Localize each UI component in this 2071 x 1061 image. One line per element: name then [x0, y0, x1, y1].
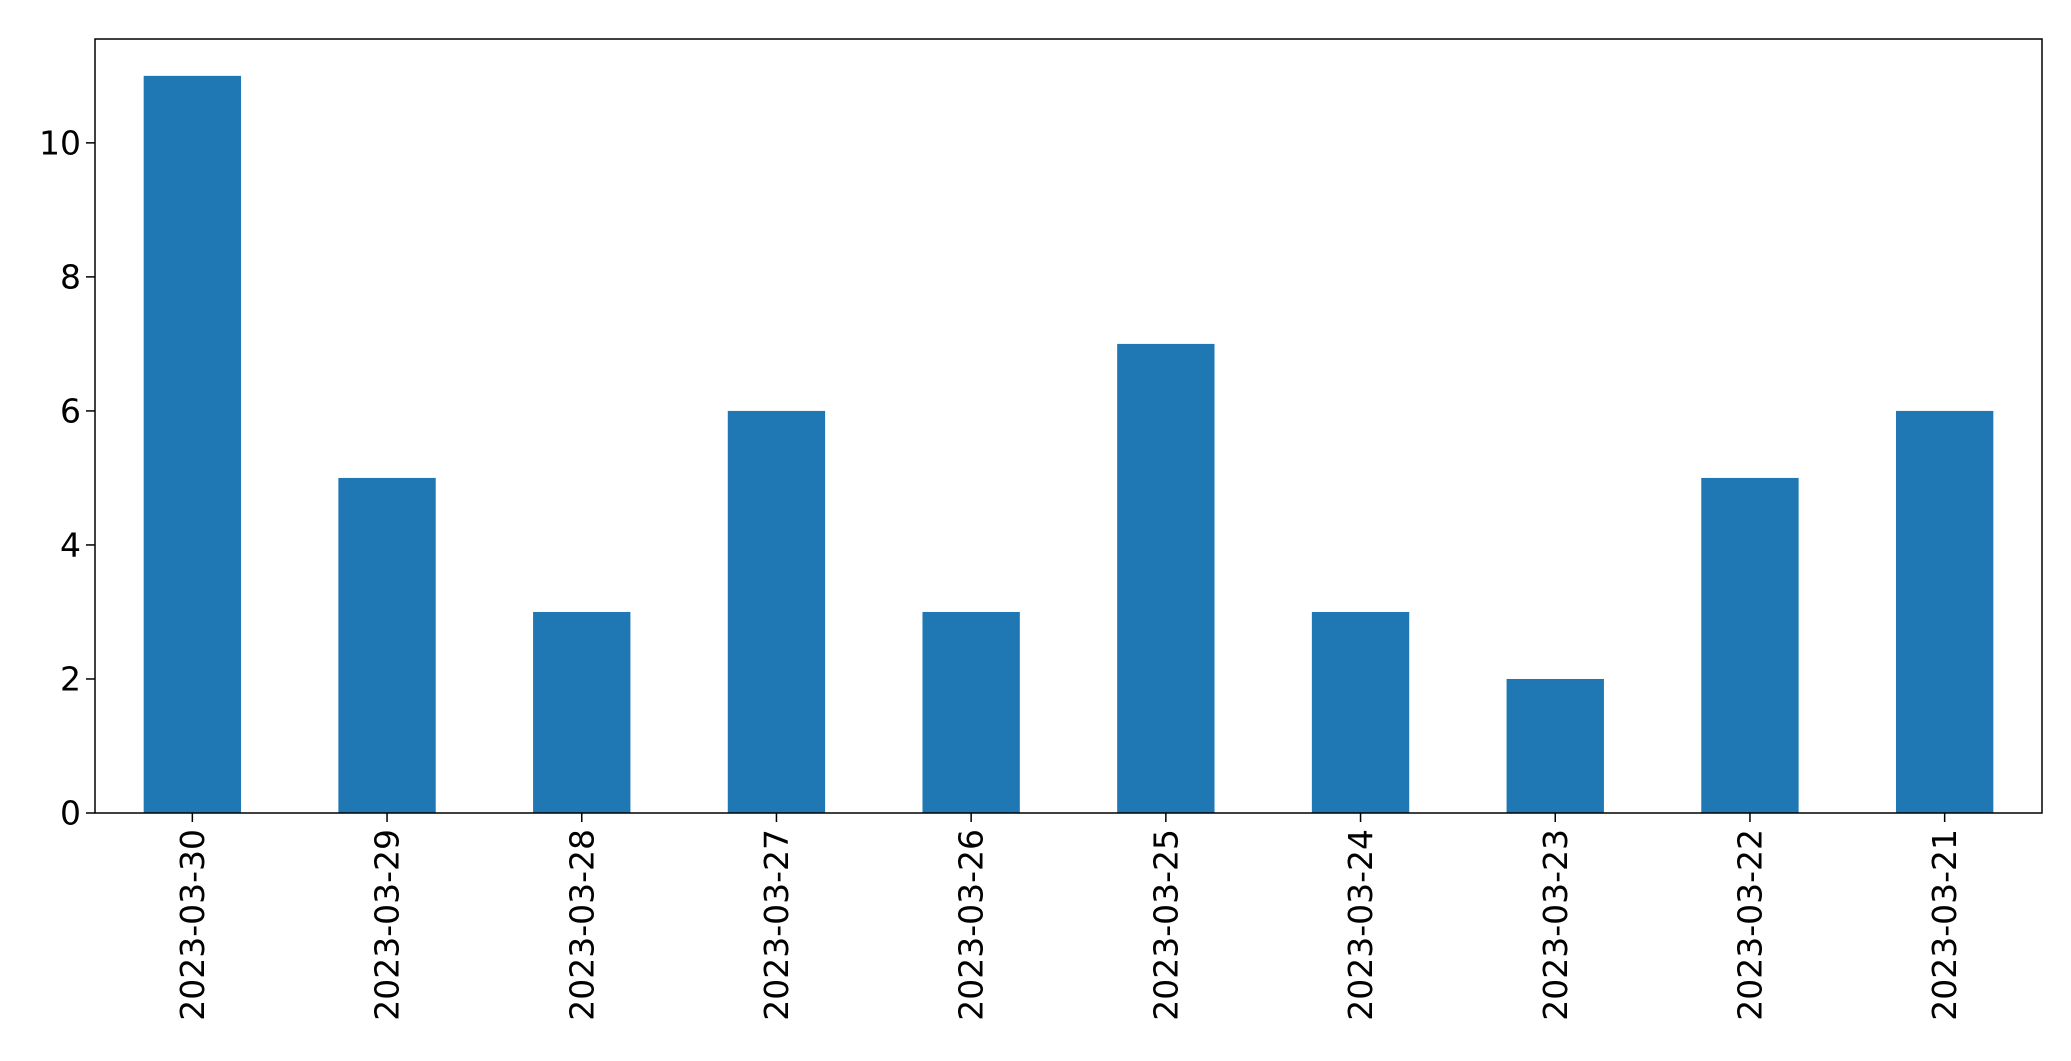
bar-series — [143, 75, 1994, 814]
bar-2023-03-22 — [1701, 477, 1799, 813]
bar-2023-03-27 — [727, 410, 826, 813]
bar-2023-03-24 — [1311, 611, 1410, 813]
bar-2023-03-28 — [533, 611, 631, 813]
y-tick-label: 4 — [60, 525, 81, 564]
y-tick-label: 0 — [60, 794, 81, 833]
x-tick-label: 2023-03-22 — [1730, 829, 1769, 1021]
x-tick-label: 2023-03-21 — [1925, 829, 1964, 1021]
x-tick-label: 2023-03-30 — [173, 829, 212, 1021]
bar-2023-03-30 — [143, 75, 242, 814]
x-tick-label: 2023-03-23 — [1536, 829, 1575, 1021]
y-tick-label: 8 — [60, 257, 81, 296]
x-axis: 2023-03-30 2023-03-29 2023-03-28 2023-03-27… — [173, 813, 1964, 1021]
y-tick-label: 2 — [60, 659, 81, 698]
x-tick-label: 2023-03-27 — [757, 829, 796, 1021]
bar-2023-03-29 — [338, 477, 436, 813]
y-tick-label: 6 — [60, 391, 81, 430]
x-tick-label: 2023-03-26 — [952, 829, 991, 1021]
x-tick-label: 2023-03-28 — [562, 829, 601, 1021]
bar-2023-03-23 — [1506, 678, 1604, 813]
y-tick-label: 10 — [39, 123, 81, 162]
y-axis: 0 2 4 6 8 10 — [39, 123, 95, 833]
plot-area-frame — [94, 38, 2043, 814]
bar-2023-03-21 — [1895, 410, 1994, 813]
x-tick-label: 2023-03-25 — [1146, 829, 1185, 1021]
bar-2023-03-26 — [922, 611, 1020, 813]
x-tick-label: 2023-03-24 — [1341, 829, 1380, 1021]
bar-2023-03-25 — [1117, 343, 1215, 813]
x-tick-label: 2023-03-29 — [368, 829, 407, 1021]
